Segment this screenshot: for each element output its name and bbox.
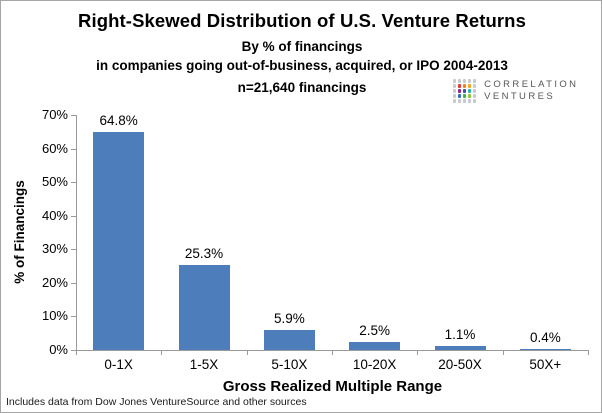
x-tick bbox=[503, 351, 504, 355]
bar bbox=[434, 346, 486, 350]
y-tick-label: 10% bbox=[41, 308, 68, 324]
bar bbox=[519, 348, 571, 350]
y-tick-label: 50% bbox=[41, 174, 68, 190]
x-category-label: 50X+ bbox=[529, 357, 562, 372]
logo-dot bbox=[467, 94, 472, 98]
logo-dot bbox=[453, 99, 457, 103]
bar-value-label: 25.3% bbox=[184, 246, 224, 262]
y-tick bbox=[71, 316, 76, 317]
logo-dot bbox=[467, 79, 472, 83]
y-tick bbox=[71, 249, 76, 250]
y-tick bbox=[71, 149, 76, 150]
x-category-label: 0-1X bbox=[104, 357, 133, 372]
logo-dot bbox=[453, 84, 457, 88]
logo-dot bbox=[457, 79, 462, 83]
logo-line-1: CORRELATION bbox=[484, 79, 579, 90]
y-tick bbox=[71, 350, 76, 351]
logo-line-2: VENTURES bbox=[484, 91, 556, 102]
logo-dot bbox=[462, 94, 467, 98]
bar bbox=[93, 132, 145, 350]
x-tick bbox=[161, 351, 162, 355]
logo-dot bbox=[462, 99, 467, 103]
logo-dot bbox=[457, 99, 462, 103]
x-axis-title: Gross Realized Multiple Range bbox=[222, 378, 443, 395]
logo-dot bbox=[453, 79, 457, 83]
subtitle-line-1: By % of financings bbox=[241, 39, 363, 54]
y-tick bbox=[71, 115, 76, 116]
y-tick-label: 30% bbox=[41, 241, 68, 257]
logo-dot bbox=[472, 99, 477, 103]
y-axis-line bbox=[76, 115, 77, 351]
bar bbox=[263, 330, 315, 350]
logo-dot bbox=[472, 84, 477, 88]
x-category-label: 10-20X bbox=[352, 357, 397, 372]
x-category-label: 5-10X bbox=[271, 357, 308, 372]
x-category-label: 1-5X bbox=[189, 357, 219, 372]
logo-dot bbox=[472, 79, 477, 83]
y-tick-label: 0% bbox=[49, 342, 68, 357]
logo-dot bbox=[462, 84, 467, 88]
logo-dot bbox=[453, 94, 457, 98]
y-tick-label: 40% bbox=[41, 207, 68, 223]
y-tick bbox=[71, 182, 76, 183]
logo-dot bbox=[457, 94, 462, 98]
bar-value-label: 5.9% bbox=[273, 311, 305, 327]
subtitle-line-3: n=21,640 financings bbox=[237, 80, 367, 95]
bar-value-label: 1.1% bbox=[444, 327, 476, 343]
logo-dot bbox=[462, 89, 467, 93]
x-tick bbox=[247, 351, 248, 355]
logo-dot bbox=[453, 89, 457, 93]
logo-dot-grid-icon bbox=[453, 79, 477, 103]
logo-dot bbox=[467, 99, 472, 103]
logo-dot bbox=[467, 84, 472, 88]
x-axis-line bbox=[76, 350, 589, 351]
bar-value-label: 2.5% bbox=[359, 322, 391, 338]
x-tick bbox=[332, 351, 333, 355]
y-tick-label: 60% bbox=[41, 140, 68, 156]
y-tick-label: 70% bbox=[41, 107, 68, 122]
logo-wordmark: CORRELATION VENTURES bbox=[484, 79, 578, 103]
logo-dot bbox=[457, 84, 462, 88]
logo-dot bbox=[467, 89, 472, 93]
x-category-label: 20-50X bbox=[438, 357, 482, 372]
bar bbox=[178, 265, 230, 350]
x-tick bbox=[417, 351, 418, 355]
x-tick bbox=[76, 351, 77, 355]
logo-dot bbox=[457, 89, 462, 93]
page-title: Right-Skewed Distribution of U.S. Ventur… bbox=[78, 10, 526, 31]
x-tick bbox=[588, 351, 589, 355]
logo-dot bbox=[472, 94, 477, 98]
y-tick bbox=[71, 283, 76, 284]
bar-value-label: 0.4% bbox=[529, 329, 561, 345]
y-tick-label: 20% bbox=[41, 274, 68, 290]
source-footnote: Includes data from Dow Jones VentureSour… bbox=[6, 396, 307, 408]
correlation-ventures-logo: CORRELATION VENTURES bbox=[453, 79, 578, 103]
y-tick bbox=[71, 216, 76, 217]
logo-dot bbox=[472, 89, 477, 93]
bar bbox=[349, 341, 401, 350]
logo-dot bbox=[462, 79, 467, 83]
bar-value-label: 64.8% bbox=[99, 113, 138, 129]
subtitle-line-2: in companies going out-of-business, acqu… bbox=[96, 58, 508, 73]
